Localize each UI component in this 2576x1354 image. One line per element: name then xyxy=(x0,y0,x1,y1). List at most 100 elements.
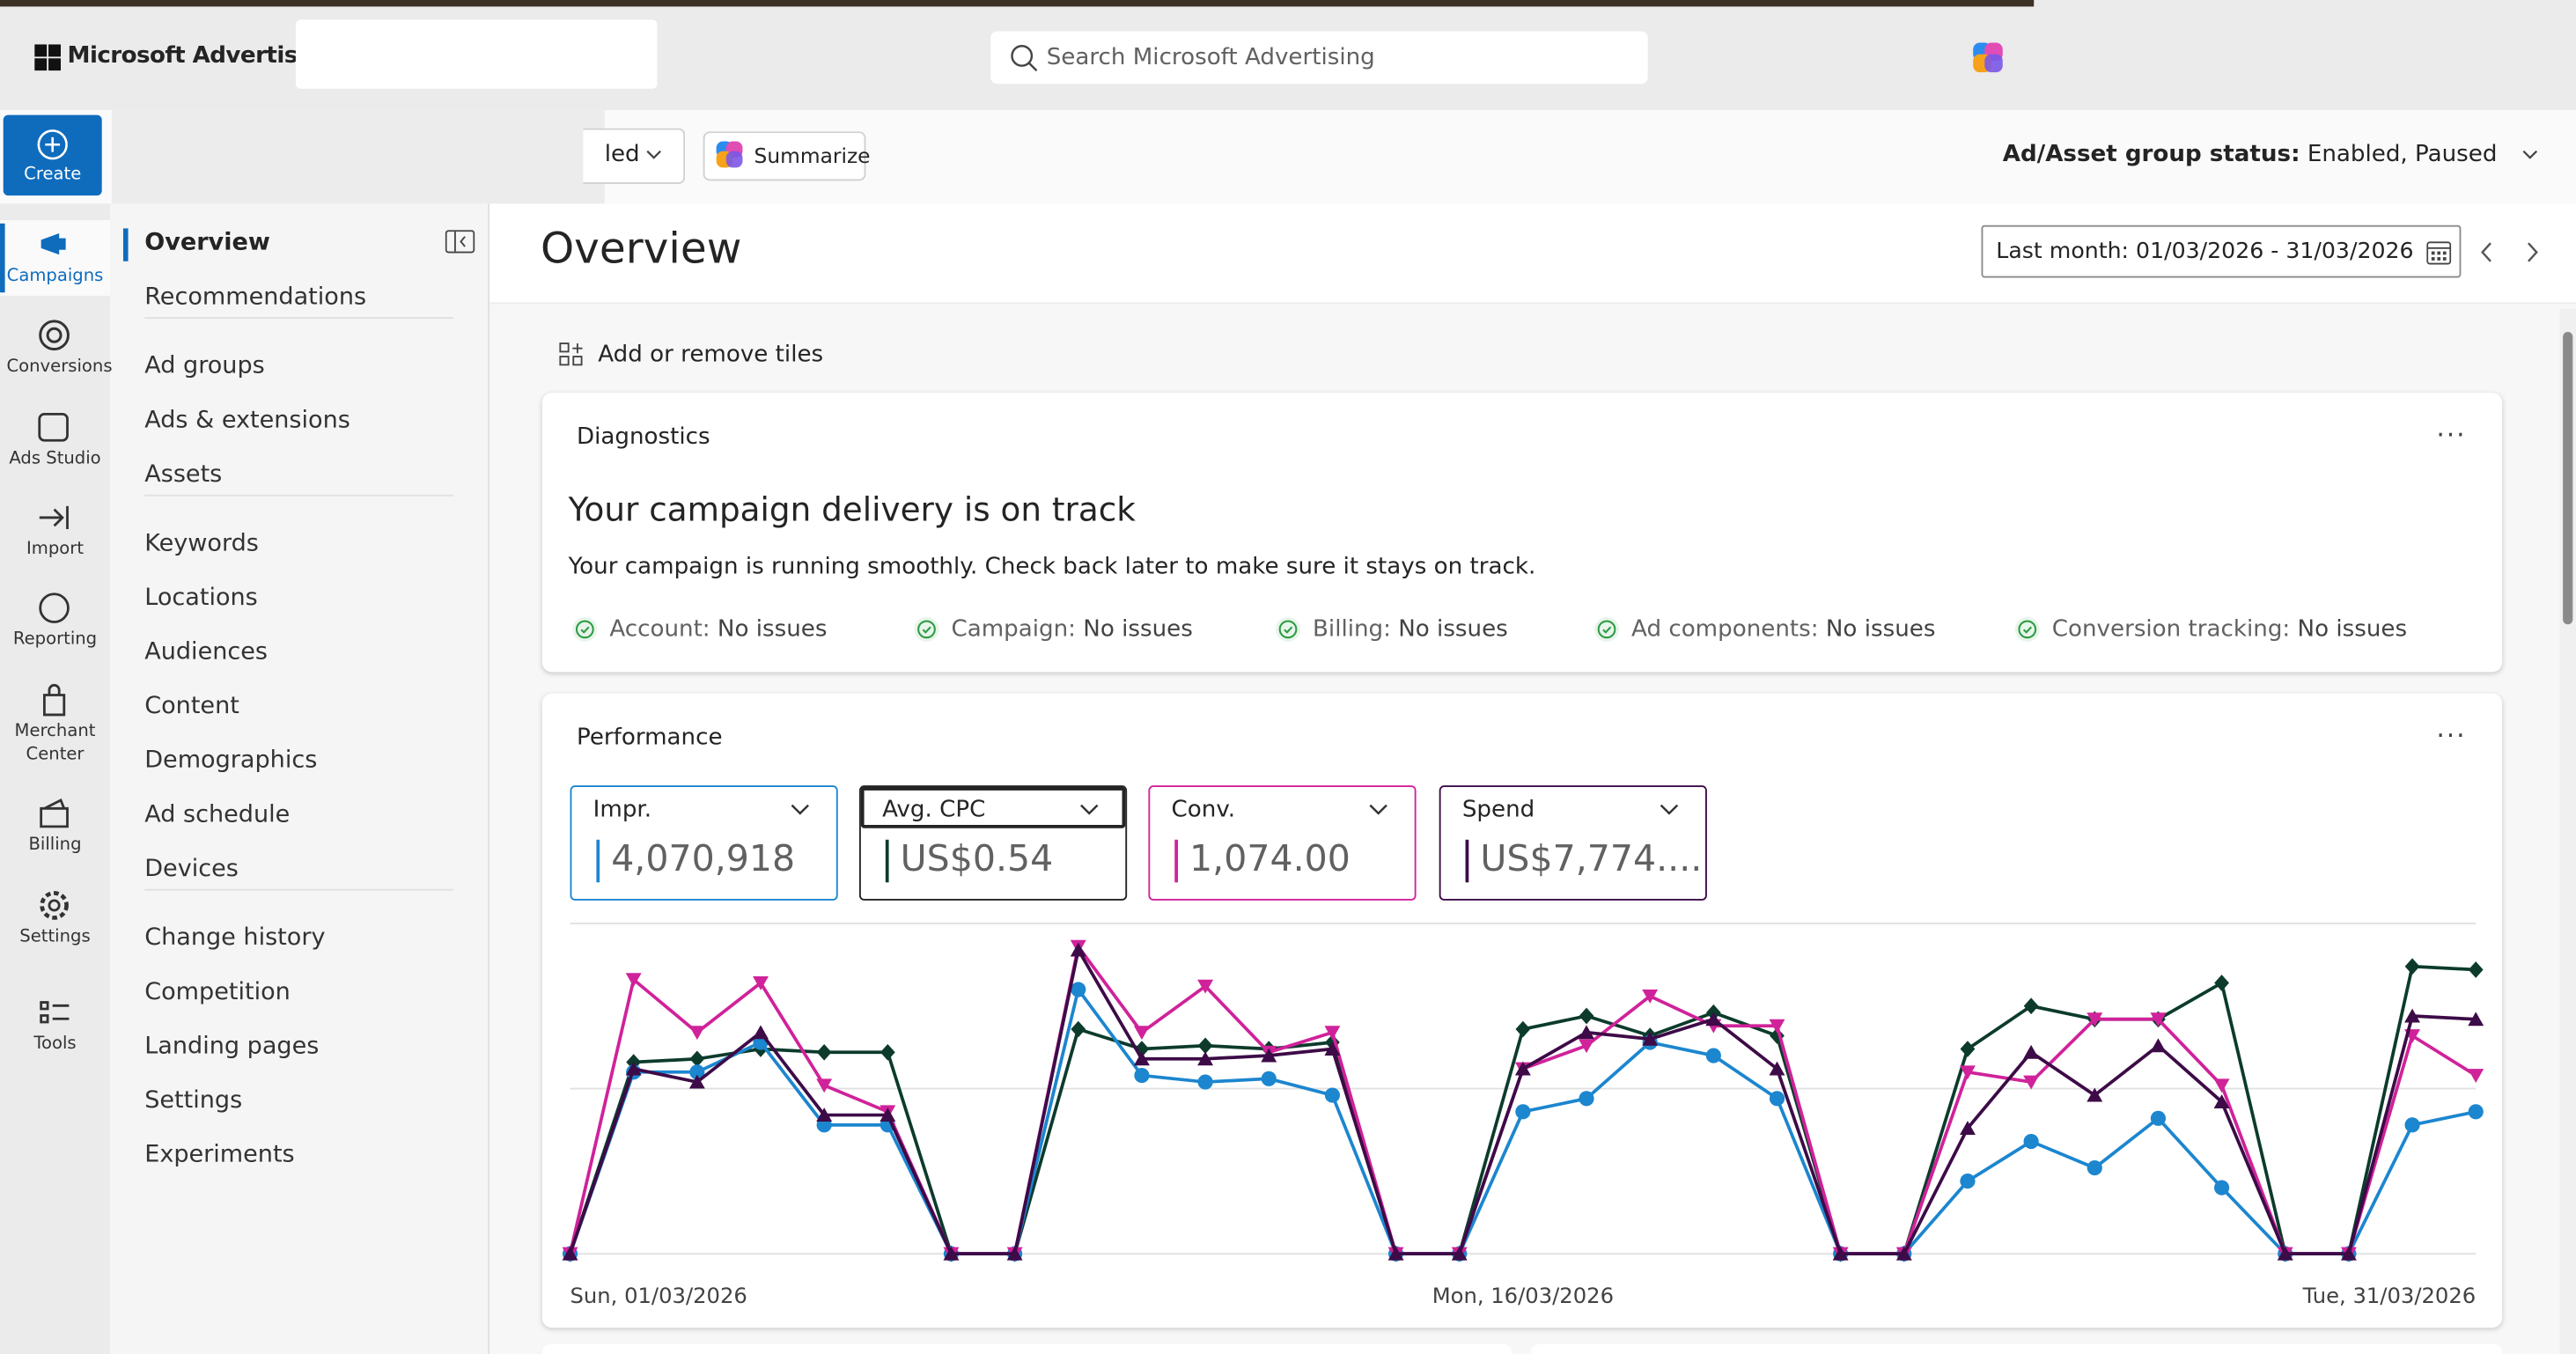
nav-item[interactable]: Landing pages xyxy=(144,1034,320,1060)
icon-shape xyxy=(42,684,66,717)
point xyxy=(1324,1041,1341,1056)
diagnostics-more[interactable]: ··· xyxy=(2436,418,2467,451)
diagnostics-title: Diagnostics xyxy=(577,423,710,451)
status-filter[interactable]: Ad/Asset group status: Enabled, Paused xyxy=(2003,142,2498,168)
metric-header-box xyxy=(860,787,1126,828)
date-picker[interactable] xyxy=(1981,224,2462,278)
nav-item[interactable]: Keywords xyxy=(144,530,259,557)
rail-label[interactable]: Merchant Center xyxy=(14,721,96,764)
point xyxy=(2023,1133,2039,1150)
add-tiles[interactable]: Add or remove tiles xyxy=(598,342,824,369)
metric-tile[interactable]: Avg. CPC US$0.54 xyxy=(858,785,1128,901)
metric-name: Conv. xyxy=(1171,797,1236,824)
point xyxy=(1324,1087,1340,1103)
rail-icon xyxy=(40,1001,70,1024)
nav-item[interactable]: Ad schedule xyxy=(144,801,291,828)
nav-item[interactable]: Experiments xyxy=(144,1142,295,1169)
nav-item[interactable]: Assets xyxy=(144,461,223,489)
point xyxy=(1514,1061,1531,1076)
point xyxy=(1133,1026,1150,1041)
metric-tile[interactable]: Conv. 1,074.00 xyxy=(1148,785,1417,901)
next-card xyxy=(1531,1343,2503,1354)
point xyxy=(1197,1074,1213,1090)
rail-label[interactable]: Conversions xyxy=(6,357,113,377)
create-label: Create xyxy=(24,164,82,185)
tiles-icon xyxy=(559,342,583,366)
rail-label[interactable]: Import xyxy=(26,539,85,559)
next-card xyxy=(541,1343,1512,1354)
point xyxy=(2404,1117,2420,1133)
rail-icon xyxy=(42,684,66,717)
point xyxy=(1070,942,1086,957)
nav-item[interactable]: Ads & extensions xyxy=(144,407,350,434)
account-box[interactable] xyxy=(295,19,658,89)
search-box[interactable] xyxy=(990,31,1648,85)
icon-shape xyxy=(48,899,61,912)
nav-item[interactable]: Settings xyxy=(144,1087,243,1115)
nav-item[interactable]: Locations xyxy=(144,585,258,612)
rail-label[interactable]: Settings xyxy=(19,926,91,947)
scrollbar-thumb[interactable] xyxy=(2563,332,2573,625)
point xyxy=(1832,1246,1849,1261)
chevron xyxy=(791,804,809,815)
point xyxy=(880,1107,896,1122)
check-ring xyxy=(917,620,936,639)
metric-tile[interactable]: Spend US$7,774.... xyxy=(1439,785,1707,901)
create-button[interactable] xyxy=(3,114,102,196)
page-title: Overview xyxy=(540,224,742,275)
nav-item[interactable]: Ad groups xyxy=(144,353,265,380)
check-status: No issues xyxy=(2297,615,2408,643)
icon-shape xyxy=(40,798,69,828)
point xyxy=(1071,1020,1086,1038)
nav-item[interactable]: Recommendations xyxy=(144,283,367,311)
filter-button[interactable] xyxy=(583,128,686,185)
point xyxy=(1705,1048,1721,1063)
icon-shape xyxy=(46,327,63,343)
nav-item[interactable]: Overview xyxy=(144,230,270,257)
series-line xyxy=(568,948,2477,1256)
rail-label[interactable]: Campaigns xyxy=(6,266,104,286)
check-label: Ad components: xyxy=(1631,615,1819,643)
point xyxy=(1579,1007,1594,1025)
nav-item[interactable]: Demographics xyxy=(144,747,318,775)
check-item: Conversion tracking: No issues xyxy=(2052,616,2407,643)
copilot-icon[interactable] xyxy=(1971,41,2004,74)
check-icon xyxy=(914,616,939,642)
icon-shape xyxy=(40,233,66,255)
metric-tile[interactable]: Impr. 4,070,918 xyxy=(570,785,838,901)
nav-item[interactable]: Competition xyxy=(144,979,291,1006)
series-line xyxy=(568,945,2477,1256)
metric-value: 4,070,918 xyxy=(611,839,796,881)
point xyxy=(1071,982,1086,997)
point xyxy=(689,1064,705,1080)
summarize-label: Summarize xyxy=(754,143,871,168)
date-arrows[interactable] xyxy=(2476,240,2558,265)
point xyxy=(1960,1065,1976,1080)
nav-item[interactable]: Change history xyxy=(144,924,326,952)
metric-chevron xyxy=(1660,804,1679,815)
point xyxy=(2150,1038,2167,1053)
point xyxy=(2023,1044,2040,1059)
check-tick xyxy=(2022,626,2032,634)
point xyxy=(2150,1110,2167,1126)
metric-chevron xyxy=(1080,804,1099,815)
collapse-icon[interactable] xyxy=(445,230,475,254)
nav-item[interactable]: Content xyxy=(144,693,239,720)
point xyxy=(2468,1069,2484,1083)
rail-label[interactable]: Billing xyxy=(28,835,82,855)
point xyxy=(688,1074,705,1089)
check-tick xyxy=(580,626,590,634)
rail-label[interactable]: Ads Studio xyxy=(9,448,101,468)
point xyxy=(1197,1037,1213,1055)
rail-label[interactable]: Reporting xyxy=(12,629,98,650)
point xyxy=(1197,1051,1214,1066)
nav-item[interactable]: Audiences xyxy=(144,639,268,666)
rail-label[interactable]: Tools xyxy=(33,1034,77,1054)
point xyxy=(562,1246,578,1261)
rail-icon xyxy=(40,798,69,828)
point xyxy=(1324,1026,1341,1041)
nav-item[interactable]: Devices xyxy=(144,856,239,883)
performance-more[interactable]: ··· xyxy=(2436,719,2467,751)
